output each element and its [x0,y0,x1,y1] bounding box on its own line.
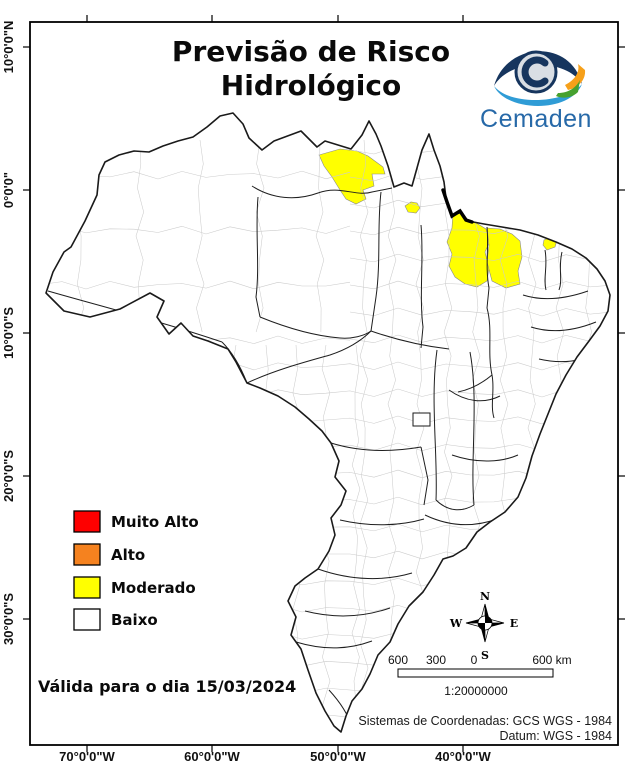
graticule-ticks [23,15,625,752]
state-border-line [486,307,495,419]
state-border-line [251,185,393,199]
y-axis-label-0: 0°0'0" [1,172,16,208]
state-border-line [486,226,490,309]
state-border-line [469,351,475,506]
cemaden-eye-icon [494,50,586,106]
state-border-line [370,191,382,332]
scale-label-0: 0 [471,653,478,667]
legend-swatch-baixo [73,608,101,631]
state-border-line [295,640,373,649]
municipal-border-line [349,280,610,290]
state-border-line [435,499,475,511]
compass-letter-s: S [481,649,489,662]
state-border-line [370,330,450,350]
map-title-line2: Hidrológico [221,69,401,102]
scale-bar: 600 300 0 600 km 1:20000000 [388,653,572,698]
legend-swatch-moderado [73,576,101,599]
municipal-border-line [46,225,351,235]
scale-ratio: 1:20000000 [444,684,508,698]
compass-hub-quadrant-ne [485,616,492,623]
legend-label-moderado: Moderado [111,579,196,597]
map-title-line1: Previsão de Risco [172,35,450,68]
municipal-border-line [351,344,361,730]
scale-label-300: 300 [426,653,446,667]
municipal-border-line [349,253,610,263]
scale-label-600-left: 600 [388,653,408,667]
eye-green-accent [556,80,580,98]
eye-lower-lid [494,84,582,106]
legend-label-baixo: Baixo [111,611,158,629]
cemaden-brand-text: Cemaden [480,105,592,133]
moderado-region-north-para [318,148,386,205]
x-axis-label-40w: 40°0'0"W [435,749,491,764]
compass-letter-w: W [449,617,463,630]
municipal-border-line [46,280,351,290]
state-border-line [246,330,372,384]
municipal-border-line [315,139,325,333]
state-border-line [448,389,501,402]
scale-label-600-km: 600 km [532,653,571,667]
legend: Muito Alto Alto Moderado Baixo [73,510,199,631]
validity-note: Válida para o dia 15/03/2024 [38,677,296,696]
scale-bar-outline [397,668,554,678]
footer-datum: Datum: WGS - 1984 [499,729,612,743]
state-border-line [420,224,424,349]
municipal-border-line [349,307,610,317]
y-axis-label-20s: 20°0'0"S [1,450,16,502]
eye-orange-accent [565,64,586,90]
cemaden-logo: Cemaden [480,50,592,133]
footer-coordinate-system: Sistemas de Coordenadas: GCS WGS - 1984 [358,714,612,728]
state-border-line [451,454,519,462]
eye-c-mark [521,56,549,88]
state-border-line [457,374,493,393]
municipal-border-line [359,139,369,732]
state-border-line [433,349,438,501]
state-border-line [522,290,589,300]
legend-swatch-alto [73,543,101,566]
amazon-delta-coast [441,188,474,224]
compass-rose: N S E W [449,590,518,662]
state-border-line [317,568,413,580]
state-border-line [420,446,429,506]
y-axis-label-10s: 10°0'0"S [1,307,16,359]
x-axis-label-70w: 70°0'0"W [59,749,115,764]
state-border-line [304,607,391,617]
state-border-line [330,442,422,451]
state-border-line [544,249,547,291]
x-axis-label-50w: 50°0'0"W [310,749,366,764]
state-border-line [259,316,372,339]
municipal-border-line [255,139,265,333]
compass-hub-quadrant-sw [478,623,485,630]
distrito-federal-outline [412,412,431,427]
municipal-border-line [196,139,205,333]
eye-upper-lid [494,51,582,86]
compass-letter-e: E [510,617,518,630]
municipal-border-line [349,334,610,344]
country-outline [45,112,611,733]
moderado-risk-regions [318,148,558,289]
compass-letter-n: N [480,590,490,603]
legend-label-alto: Alto [111,546,145,564]
state-border-line [255,196,261,318]
state-border-line [339,518,425,526]
x-axis-label-60w: 60°0'0"W [184,749,240,764]
state-border-line [558,251,563,291]
state-border-line [530,321,597,332]
y-axis-label-10n: 10°0'0"N [1,21,16,74]
legend-swatch-muito-alto [73,510,101,533]
state-borders [47,185,600,728]
y-axis-label-30s: 30°0'0"S [1,593,16,645]
legend-label-muito-alto: Muito Alto [111,513,199,531]
